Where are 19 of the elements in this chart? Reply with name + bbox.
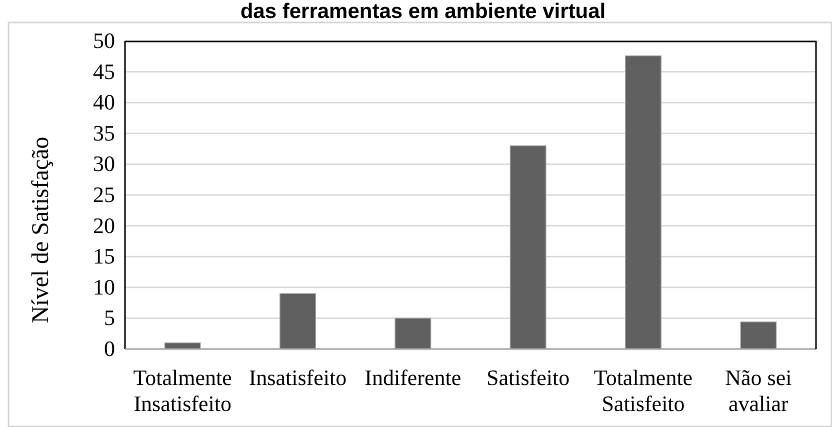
x-tick-label: Indiferente xyxy=(364,365,462,390)
x-tick-label: Satisfeito xyxy=(486,365,570,390)
y-tick-label: 15 xyxy=(93,244,115,269)
y-tick-label: 40 xyxy=(93,90,115,115)
chart-title: das ferramentas em ambiente virtual xyxy=(240,0,606,23)
x-tick-label: Insatisfeito xyxy=(248,365,347,390)
y-tick-label: 20 xyxy=(93,212,115,238)
y-tick-label: 50 xyxy=(93,28,115,54)
y-tick-label: 5 xyxy=(104,305,115,330)
x-tick-label: Totalmente Satisfeito xyxy=(594,365,693,416)
y-tick-label: 45 xyxy=(93,58,115,84)
y-tick-label: 30 xyxy=(93,151,115,176)
y-tick-label: 0 xyxy=(104,336,115,362)
y-tick-label: 25 xyxy=(93,182,115,208)
x-tick-label: Totalmente Insatisfeito xyxy=(133,365,232,416)
y-tick-label: 35 xyxy=(93,120,115,146)
x-tick-label: Não sei avaliar xyxy=(725,365,792,416)
y-axis-title: Nível de Satisfação xyxy=(28,136,54,324)
y-tick-label: 10 xyxy=(93,274,115,300)
